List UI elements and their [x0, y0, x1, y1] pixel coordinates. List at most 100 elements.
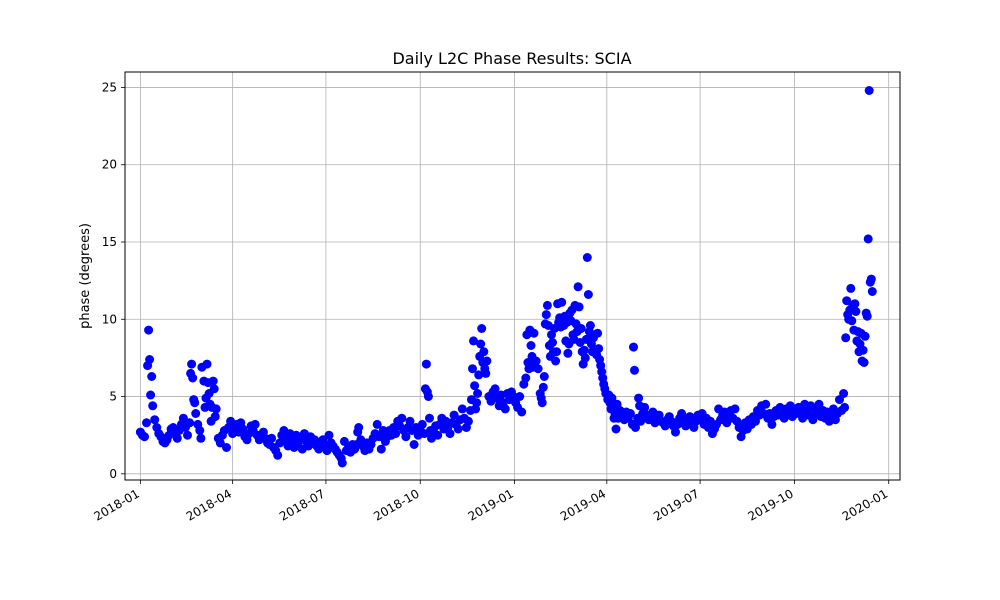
data-point — [188, 373, 198, 383]
data-point — [273, 450, 283, 460]
data-point — [140, 432, 149, 442]
data-point — [147, 372, 157, 381]
data-point — [405, 416, 415, 426]
y-tick-label: 10 — [102, 312, 117, 326]
data-point — [593, 328, 603, 338]
data-point — [533, 364, 543, 374]
data-point — [840, 402, 850, 412]
data-point — [580, 353, 590, 363]
data-point — [479, 347, 489, 357]
data-point — [250, 419, 260, 429]
data-point — [631, 423, 640, 432]
data-point — [552, 347, 562, 357]
data-point — [397, 413, 407, 423]
data-point — [574, 302, 584, 312]
y-tick-label: 5 — [109, 390, 117, 404]
data-point — [474, 370, 484, 380]
data-point — [421, 359, 431, 369]
chart-title: Daily L2C Phase Results: SCIA — [392, 49, 631, 68]
data-point — [150, 415, 160, 425]
data-point — [142, 418, 151, 428]
data-point — [634, 393, 644, 403]
data-point — [453, 424, 463, 434]
data-point — [863, 234, 873, 244]
data-point — [846, 283, 856, 293]
data-point — [145, 355, 155, 364]
data-point — [839, 389, 849, 398]
data-point — [851, 307, 861, 316]
data-point — [573, 282, 583, 292]
data-point — [847, 316, 857, 326]
data-point — [449, 410, 459, 420]
data-point — [144, 325, 154, 335]
data-point — [611, 424, 621, 434]
data-point — [209, 384, 219, 394]
data-point — [211, 404, 221, 414]
data-point — [517, 407, 527, 417]
data-points — [135, 86, 877, 468]
data-point — [579, 345, 589, 355]
data-point — [470, 381, 480, 391]
data-point — [146, 390, 156, 400]
data-point — [730, 404, 740, 414]
y-tick-label: 20 — [102, 158, 117, 172]
y-axis-ticks: 0 5 10 15 20 25 — [102, 80, 125, 481]
data-point — [423, 392, 433, 401]
data-point — [585, 321, 595, 330]
data-point — [594, 344, 604, 354]
data-point — [185, 418, 195, 428]
data-point — [841, 333, 851, 343]
data-point — [629, 342, 638, 352]
data-point — [767, 419, 777, 429]
data-point — [867, 287, 877, 296]
data-point — [208, 376, 218, 386]
data-point — [417, 419, 427, 429]
data-point — [195, 426, 205, 435]
data-point — [477, 324, 487, 333]
data-point — [500, 404, 510, 414]
data-point — [222, 443, 231, 452]
data-point — [445, 429, 455, 439]
data-point — [376, 444, 386, 454]
data-point — [267, 433, 277, 443]
data-point — [866, 274, 876, 284]
data-point — [238, 424, 248, 434]
data-point — [859, 358, 869, 367]
data-point — [172, 433, 182, 443]
plot-frame — [124, 71, 901, 481]
data-point — [433, 430, 443, 440]
data-point — [542, 300, 552, 310]
data-point — [482, 356, 492, 366]
data-point — [463, 416, 473, 426]
data-point — [526, 341, 536, 350]
data-point — [850, 299, 860, 309]
data-point — [583, 290, 593, 299]
data-point — [196, 433, 206, 443]
data-point — [576, 324, 586, 333]
data-point — [858, 345, 868, 355]
data-point — [391, 429, 401, 439]
data-point — [563, 348, 573, 358]
data-point — [864, 86, 874, 95]
data-point — [178, 413, 188, 423]
data-point — [860, 331, 870, 341]
data-point — [490, 384, 500, 394]
data-point — [409, 440, 419, 449]
data-point — [324, 430, 334, 440]
data-point — [337, 458, 347, 468]
data-point — [531, 356, 541, 366]
y-tick-label: 15 — [102, 235, 117, 249]
y-tick-label: 0 — [109, 467, 117, 481]
data-point — [862, 311, 872, 321]
data-point — [457, 404, 467, 414]
data-point — [842, 296, 852, 306]
data-point — [761, 399, 771, 409]
data-point — [190, 398, 200, 408]
data-point — [476, 339, 486, 349]
data-point — [202, 359, 212, 369]
data-point — [607, 393, 617, 403]
data-point — [148, 401, 158, 411]
data-point — [539, 372, 549, 381]
